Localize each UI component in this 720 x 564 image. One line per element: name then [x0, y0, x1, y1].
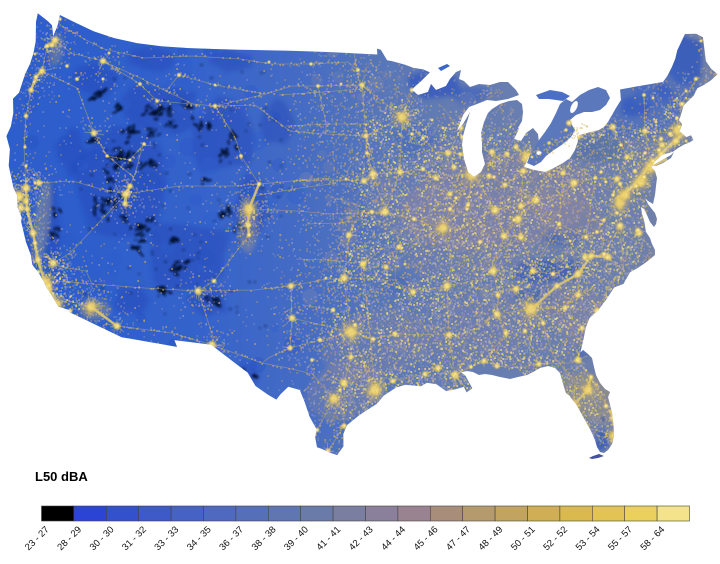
svg-text:47 - 47: 47 - 47: [444, 524, 473, 553]
svg-text:53 - 54: 53 - 54: [574, 524, 603, 553]
svg-text:44 - 44: 44 - 44: [379, 524, 408, 553]
svg-text:23 - 27: 23 - 27: [23, 524, 52, 553]
svg-text:L50 dBA: L50 dBA: [35, 469, 88, 484]
svg-text:38 - 38: 38 - 38: [250, 524, 279, 553]
svg-text:50 - 51: 50 - 51: [509, 524, 538, 553]
svg-text:34 - 35: 34 - 35: [185, 524, 214, 553]
svg-text:39 - 40: 39 - 40: [282, 524, 311, 553]
svg-text:36 - 37: 36 - 37: [217, 524, 246, 553]
svg-text:31 - 32: 31 - 32: [120, 524, 149, 553]
svg-text:42 - 43: 42 - 43: [347, 524, 376, 553]
svg-text:30 - 30: 30 - 30: [88, 524, 117, 553]
svg-text:33 - 33: 33 - 33: [153, 524, 182, 553]
svg-text:41 - 41: 41 - 41: [315, 524, 344, 553]
svg-text:28 - 29: 28 - 29: [55, 524, 84, 553]
svg-text:45 - 46: 45 - 46: [412, 524, 441, 553]
svg-text:55 - 57: 55 - 57: [606, 524, 635, 553]
svg-text:48 - 49: 48 - 49: [477, 524, 506, 553]
svg-text:58 - 64: 58 - 64: [639, 524, 668, 553]
svg-text:52 - 52: 52 - 52: [541, 524, 570, 553]
